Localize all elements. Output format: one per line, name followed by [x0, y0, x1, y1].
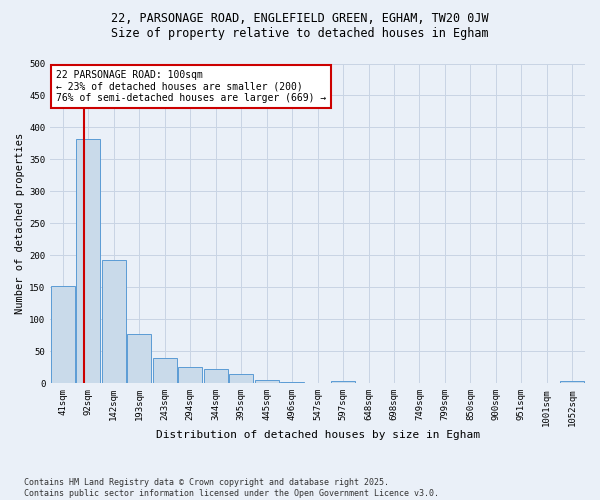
Text: Contains HM Land Registry data © Crown copyright and database right 2025.
Contai: Contains HM Land Registry data © Crown c… — [24, 478, 439, 498]
Bar — [127, 334, 151, 384]
Text: 22 PARSONAGE ROAD: 100sqm
← 23% of detached houses are smaller (200)
76% of semi: 22 PARSONAGE ROAD: 100sqm ← 23% of detac… — [56, 70, 326, 103]
Bar — [76, 139, 100, 384]
Bar — [560, 382, 584, 384]
Bar — [280, 382, 304, 384]
Bar — [102, 260, 126, 384]
Bar — [203, 370, 228, 384]
X-axis label: Distribution of detached houses by size in Egham: Distribution of detached houses by size … — [155, 430, 479, 440]
Bar — [152, 358, 177, 384]
Y-axis label: Number of detached properties: Number of detached properties — [15, 133, 25, 314]
Bar — [229, 374, 253, 384]
Bar — [178, 366, 202, 384]
Bar — [51, 286, 75, 384]
Bar — [254, 380, 279, 384]
Text: Size of property relative to detached houses in Egham: Size of property relative to detached ho… — [111, 28, 489, 40]
Bar — [331, 381, 355, 384]
Text: 22, PARSONAGE ROAD, ENGLEFIELD GREEN, EGHAM, TW20 0JW: 22, PARSONAGE ROAD, ENGLEFIELD GREEN, EG… — [111, 12, 489, 26]
